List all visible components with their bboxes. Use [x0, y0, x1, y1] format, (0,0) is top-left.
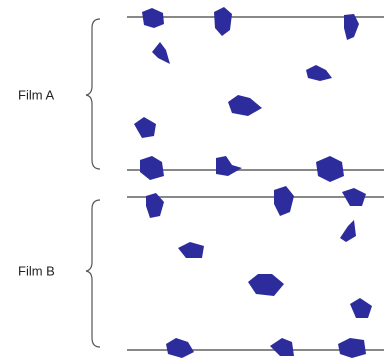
particle	[338, 338, 366, 358]
particle	[216, 156, 242, 176]
particle	[340, 220, 356, 242]
particle	[306, 65, 332, 81]
diagram: Film A Film B	[0, 0, 384, 360]
film-b: Film B	[18, 197, 384, 350]
film-label: Film B	[18, 263, 55, 278]
particle	[142, 8, 164, 28]
particles	[134, 7, 372, 358]
film-a: Film A	[18, 17, 384, 170]
brace	[86, 19, 100, 169]
particle	[152, 42, 170, 64]
particle	[166, 338, 194, 358]
particle	[228, 95, 262, 116]
particle	[342, 188, 366, 206]
particle	[134, 117, 156, 138]
particle	[248, 274, 284, 296]
particle	[274, 186, 294, 216]
particle	[270, 338, 294, 356]
particle	[350, 298, 372, 318]
particle	[140, 156, 164, 180]
particle	[316, 156, 344, 182]
particle	[178, 242, 204, 258]
particle	[214, 7, 232, 36]
film-label: Film A	[18, 87, 54, 102]
brace	[86, 200, 100, 347]
